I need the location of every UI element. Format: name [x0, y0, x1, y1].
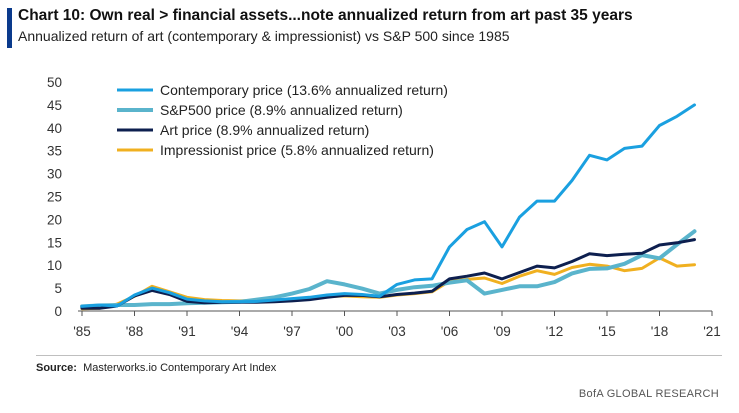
x-tick-label: '97: [283, 324, 301, 339]
series-line-3: [80, 256, 696, 311]
x-tick-label: '91: [178, 324, 196, 339]
y-tick-label: 20: [47, 212, 62, 227]
y-tick-label: 5: [54, 281, 62, 296]
y-tick-label: 15: [47, 235, 62, 250]
y-tick-label: 40: [47, 121, 62, 136]
source-text: Masterworks.io Contemporary Art Index: [83, 362, 277, 374]
legend-label-1: S&P500 price (8.9% annualized return): [160, 102, 403, 118]
legend-label-3: Impressionist price (5.8% annualized ret…: [160, 142, 434, 158]
series-line-2: [80, 238, 696, 310]
y-tick-label: 0: [54, 304, 62, 319]
y-tick-label: 35: [47, 144, 62, 159]
x-tick-label: '03: [388, 324, 406, 339]
chart-title: Chart 10: Own real > financial assets...…: [18, 7, 633, 24]
x-tick-label: '09: [493, 324, 511, 339]
y-tick-label: 25: [47, 190, 62, 205]
x-tick-label: '94: [231, 324, 249, 339]
legend: Contemporary price (13.6% annualized ret…: [117, 82, 448, 158]
x-tick-label: '15: [598, 324, 616, 339]
source-label: Source:: [36, 362, 77, 374]
x-tick-label: '12: [546, 324, 564, 339]
legend-label-2: Art price (8.9% annualized return): [160, 122, 369, 138]
publisher-brand: BofA GLOBAL RESEARCH: [578, 388, 719, 400]
y-tick-label: 10: [47, 258, 62, 273]
x-tick-label: '18: [651, 324, 669, 339]
x-tick-label: '88: [126, 324, 144, 339]
x-tick-label: '85: [73, 324, 91, 339]
x-tick-label: '21: [703, 324, 721, 339]
footer-divider: [36, 355, 722, 356]
y-tick-label: 45: [47, 98, 62, 113]
title-accent-bar: [7, 8, 12, 48]
x-tick-label: '00: [336, 324, 354, 339]
x-tick-label: '06: [441, 324, 459, 339]
source-note: Source: Masterworks.io Contemporary Art …: [36, 362, 276, 374]
legend-label-0: Contemporary price (13.6% annualized ret…: [160, 82, 448, 98]
y-tick-label: 30: [47, 167, 62, 182]
series-line-0: [80, 103, 696, 308]
y-tick-label: 50: [47, 75, 62, 90]
chart-area: 0 5 10 15 20 25 30 35 40 45 50 '85 '88 '91 '94 '97 '00 '0…: [47, 75, 721, 339]
chart-subtitle: Annualized return of art (contemporary &…: [18, 28, 510, 44]
